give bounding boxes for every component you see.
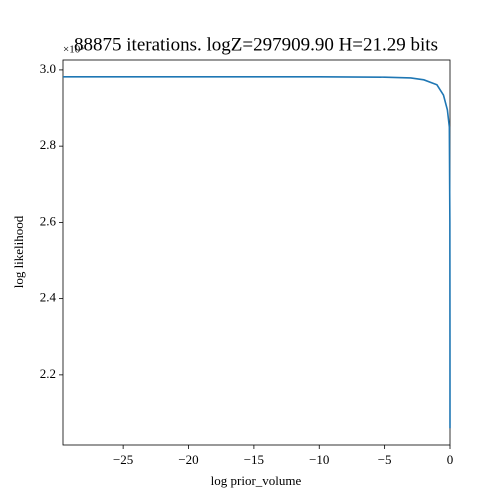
x-tick-label: 0 <box>447 452 454 467</box>
y-axis-label: log likelihood <box>11 215 26 288</box>
x-tick-label: −20 <box>178 452 198 467</box>
series-line <box>63 75 451 429</box>
x-tick-label: −25 <box>113 452 133 467</box>
x-tick-label: −5 <box>378 452 392 467</box>
y-tick-label: 2.6 <box>40 213 57 228</box>
y-offset-label: ×10⁵ <box>63 44 84 56</box>
y-tick-label: 3.0 <box>40 61 56 76</box>
x-axis-label: log prior_volume <box>211 473 302 488</box>
y-tick-label: 2.4 <box>40 290 57 305</box>
y-tick-label: 2.2 <box>40 366 56 381</box>
x-tick-label: −10 <box>309 452 329 467</box>
x-tick-label: −15 <box>244 452 264 467</box>
plot-frame <box>62 59 451 446</box>
chart-title: 88875 iterations. logZ=297909.90 H=21.29… <box>74 34 438 55</box>
y-tick-label: 2.8 <box>40 137 56 152</box>
